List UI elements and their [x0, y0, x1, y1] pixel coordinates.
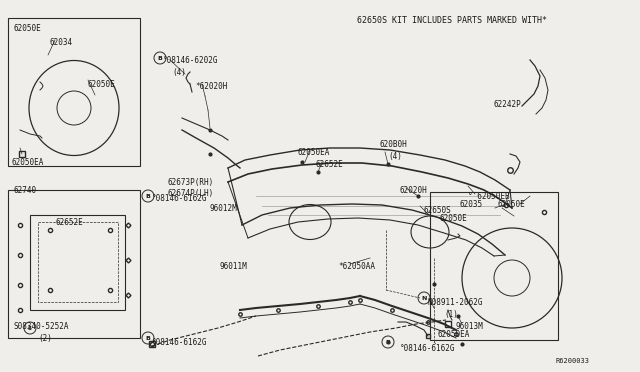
Text: 62034: 62034 [50, 38, 73, 47]
Text: 62673P(RH): 62673P(RH) [168, 178, 214, 187]
Text: 96013M: 96013M [456, 322, 484, 331]
Text: °08146-6162G: °08146-6162G [152, 194, 207, 203]
Text: 62050E: 62050E [440, 214, 468, 223]
Text: B: B [385, 340, 390, 344]
Bar [430, 192, 558, 340]
Text: 62050E: 62050E [14, 24, 42, 33]
Text: 62242P: 62242P [494, 100, 522, 109]
Text: B: B [145, 193, 150, 199]
Text: 62035: 62035 [460, 200, 483, 209]
Text: 96012M: 96012M [210, 204, 237, 213]
Text: 62050EA: 62050EA [12, 158, 44, 167]
Text: (2): (2) [38, 334, 52, 343]
Bar [38, 222, 118, 302]
Text: (4): (4) [388, 152, 402, 161]
Text: N08911-2062G: N08911-2062G [427, 298, 483, 307]
Text: °08146-6162G: °08146-6162G [400, 344, 456, 353]
Text: 96011M: 96011M [220, 262, 248, 271]
Text: 62650S: 62650S [424, 206, 452, 215]
Text: ° 62050EB: ° 62050EB [468, 192, 509, 201]
Text: 62740: 62740 [14, 186, 37, 195]
Text: 62020H: 62020H [400, 186, 428, 195]
Text: B: B [157, 55, 163, 61]
Text: 620B0H: 620B0H [380, 140, 408, 149]
Text: *62050AA: *62050AA [338, 262, 375, 271]
Text: (1): (1) [444, 310, 458, 319]
Text: °08146-6162G: °08146-6162G [152, 338, 207, 347]
Text: N: N [421, 295, 427, 301]
Text: 62652E: 62652E [316, 160, 344, 169]
Text: (4): (4) [172, 68, 186, 77]
Text: *62020H: *62020H [195, 82, 227, 91]
Text: °08146-6202G: °08146-6202G [163, 56, 218, 65]
Text: B: B [145, 336, 150, 340]
Text: 62050E: 62050E [88, 80, 116, 89]
Bar [30, 215, 125, 310]
Text: 62050E: 62050E [498, 200, 525, 209]
Text: 62650S KIT INCLUDES PARTS MARKED WITH*: 62650S KIT INCLUDES PARTS MARKED WITH* [357, 16, 547, 25]
Text: 62050EA: 62050EA [298, 148, 330, 157]
Bar [8, 190, 140, 338]
Text: R6200033: R6200033 [556, 358, 590, 364]
Text: S: S [28, 326, 32, 330]
Text: 62674P(LH): 62674P(LH) [168, 189, 214, 198]
Bar [8, 18, 140, 166]
Text: S08340-5252A: S08340-5252A [14, 322, 70, 331]
Text: 62652E: 62652E [55, 218, 83, 227]
Text: 62050EA: 62050EA [438, 330, 470, 339]
